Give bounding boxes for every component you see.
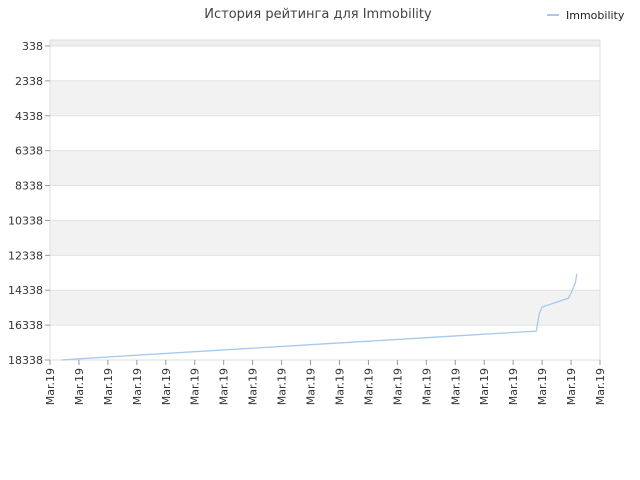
grid-band (50, 80, 600, 116)
background-bands (50, 40, 600, 360)
grid-band (50, 115, 600, 151)
x-axis-ticks: Mar.19 Mar.19 Mar.19 Mar.19 Mar.19 Mar.19 Mar.… (44, 360, 607, 405)
x-tick-label: Mar.19 (44, 368, 57, 405)
x-tick-label: Mar.19 (594, 368, 607, 405)
x-tick-label: Mar.19 (73, 368, 86, 405)
x-tick-label: Mar.19 (536, 368, 549, 405)
x-tick-label: Mar.19 (102, 368, 115, 405)
x-tick-label: Mar.19 (131, 368, 144, 405)
series-group (61, 273, 578, 361)
x-tick-label: Mar.19 (420, 368, 433, 405)
grid-band (50, 325, 600, 360)
x-tick-label: Mar.19 (449, 368, 462, 405)
legend: Immobility (547, 9, 625, 22)
grid-band (50, 150, 600, 186)
series-line-immobility (61, 273, 578, 361)
y-tick-label: 10338 (8, 214, 43, 227)
x-tick-label: Mar.19 (218, 368, 231, 405)
y-tick-label: 14338 (8, 284, 43, 297)
x-tick-label: Mar.19 (276, 368, 289, 405)
x-tick-label: Mar.19 (391, 368, 404, 405)
y-tick-label: 2338 (15, 75, 43, 88)
x-tick-label: Mar.19 (362, 368, 375, 405)
y-axis-ticks: 338 2338 4338 6338 8338 10338 12338 14338 16338 1… (8, 40, 50, 367)
x-tick-label: Mar.19 (507, 368, 520, 405)
y-tick-label: 4338 (15, 110, 43, 123)
grid-band (50, 185, 600, 221)
y-tick-label: 16338 (8, 319, 43, 332)
y-tick-label: 338 (22, 40, 43, 53)
x-tick-label: Mar.19 (478, 368, 491, 405)
x-tick-label: Mar.19 (247, 368, 260, 405)
plot-area-border (49, 39, 601, 361)
grid-band (50, 290, 600, 326)
y-tick-label: 12338 (8, 249, 43, 262)
x-tick-label: Mar.19 (160, 368, 173, 405)
grid-band (50, 220, 600, 256)
grid-band (50, 46, 600, 81)
top-band (50, 40, 600, 46)
x-tick-label: Mar.19 (565, 368, 578, 405)
x-tick-label: Mar.19 (189, 368, 202, 405)
x-tick-label: Mar.19 (305, 368, 318, 405)
y-tick-label: 18338 (8, 354, 43, 367)
x-tick-label: Mar.19 (333, 368, 346, 405)
chart-title: История рейтинга для Immobility (204, 7, 432, 22)
legend-label: Immobility (566, 9, 625, 22)
y-tick-label: 6338 (15, 145, 43, 158)
y-tick-label: 8338 (15, 180, 43, 193)
grid-band (50, 255, 600, 291)
